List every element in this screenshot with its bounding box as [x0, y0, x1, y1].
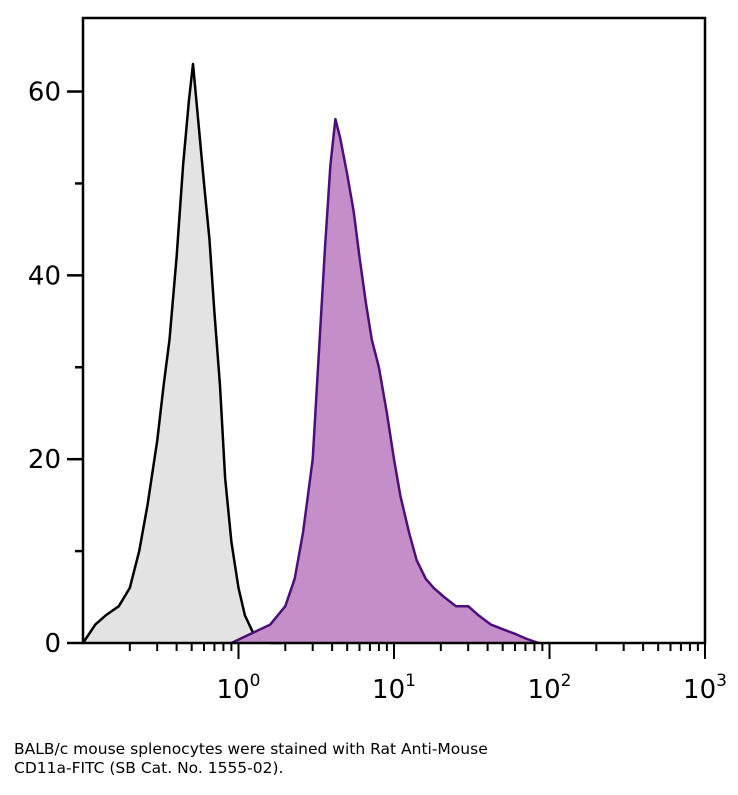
axis-layer: 0 20 40 60 100 101 102 103	[28, 78, 727, 705]
y-tick-label: 40	[28, 261, 61, 291]
x-tick-label: 101	[372, 671, 416, 705]
histogram-outline-1	[81, 62, 282, 645]
histogram-fill-2	[231, 119, 539, 644]
histogram-outline-2	[230, 117, 539, 645]
y-tick-label: 20	[28, 445, 61, 475]
y-tick-label: 0	[44, 629, 61, 659]
series-layer	[81, 62, 539, 645]
figure-caption: BALB/c mouse splenocytes were stained wi…	[14, 740, 714, 778]
x-tick-label: 100	[217, 671, 261, 705]
histogram-fill-1	[83, 64, 282, 643]
x-tick-label: 103	[683, 671, 727, 705]
x-tick-label: 102	[528, 671, 572, 705]
histogram-chart: 0 20 40 60 100 101 102 103	[28, 16, 727, 705]
caption-line-1: BALB/c mouse splenocytes were stained wi…	[14, 740, 488, 758]
caption-line-2: CD11a-FITC (SB Cat. No. 1555-02).	[14, 759, 284, 777]
y-tick-label: 60	[28, 78, 61, 108]
